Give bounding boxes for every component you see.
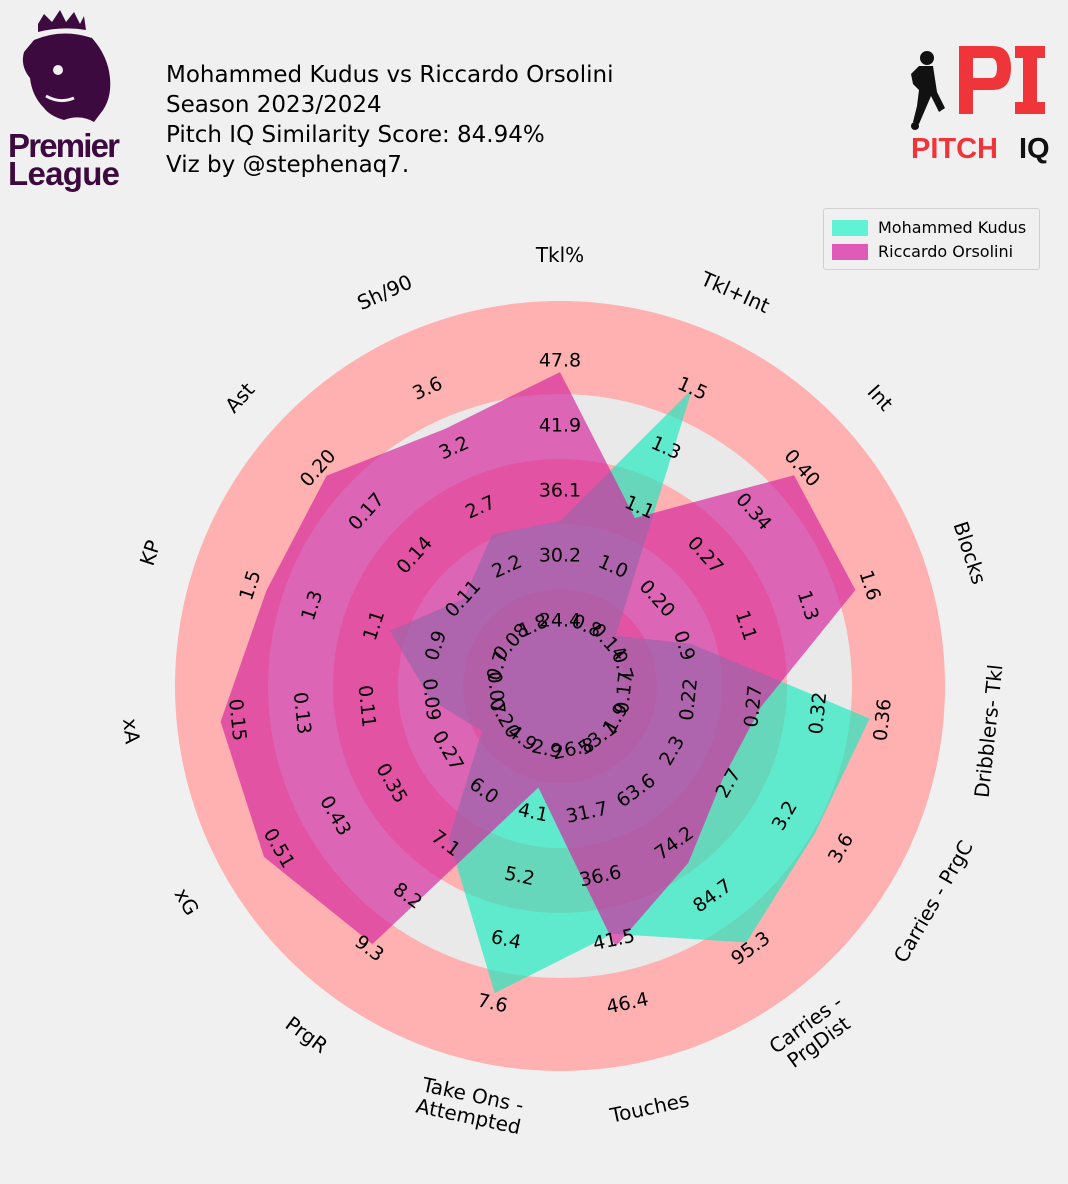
legend-swatch-orsolini (832, 243, 868, 260)
param-label-2: Int (863, 380, 899, 416)
tick-label-11-2: 0.11 (353, 684, 379, 728)
param-label-3: Blocks (949, 518, 992, 587)
param-label-line: Blocks (949, 518, 992, 587)
title-season: Season 2023/2024 (166, 92, 382, 118)
param-label-line: PrgR (281, 1011, 333, 1058)
lion-crest-icon (22, 10, 111, 122)
param-label-line: Sh/90 (354, 270, 416, 315)
tick-label-11-0: 0.07 (483, 671, 509, 715)
premier-league-logo: Premier League (8, 10, 120, 192)
footballer-icon (911, 51, 945, 130)
param-label-line: Ast (220, 378, 259, 418)
tick-label-4-3: 0.32 (805, 691, 831, 735)
param-label-4: Dribblers- Tkl (970, 663, 1008, 799)
param-label-7: Touches (607, 1088, 691, 1128)
param-label-line: Dribblers- Tkl (970, 663, 1008, 799)
param-label-9: PrgR (281, 1011, 333, 1058)
param-label-line: Int (863, 380, 899, 416)
tick-label-11-4: 0.15 (224, 698, 250, 742)
param-label-14: Sh/90 (354, 270, 416, 315)
param-label-line: KP (135, 537, 166, 568)
param-label-line: xA (118, 717, 145, 745)
param-label-13: Ast (220, 378, 259, 418)
chart-header: Mohammed Kudus vs Riccardo Orsolini Seas… (166, 60, 614, 180)
param-label-11: xA (118, 717, 145, 745)
pl-logo-line1: Premier (8, 127, 120, 164)
tick-label-4-4: 0.36 (870, 698, 896, 742)
title-similarity-score: Pitch IQ Similarity Score: 84.94% (166, 122, 545, 148)
tick-label-0-2: 36.1 (539, 480, 581, 502)
tick-label-0-1: 30.2 (539, 545, 581, 567)
param-label-10: xG (169, 884, 203, 920)
radar-series-1 (220, 372, 856, 947)
legend-label-kudus: Mohammed Kudus (878, 218, 1027, 237)
tick-label-11-1: 0.09 (418, 677, 444, 721)
tick-label-11-3: 0.13 (289, 691, 315, 735)
legend-label-orsolini: Riccardo Orsolini (878, 242, 1014, 261)
tick-label-4-0: 0.17 (611, 671, 637, 715)
pitch-iq-logo: PITCH IQ (911, 46, 1050, 165)
tick-label-4-1: 0.22 (676, 677, 702, 721)
param-label-line: xG (169, 884, 203, 920)
legend-swatch-kudus (832, 219, 868, 236)
tick-label-0-0: 24.4 (539, 610, 581, 632)
param-label-0: Tkl% (535, 243, 584, 267)
legend-item-kudus: Mohammed Kudus (832, 218, 1026, 237)
param-label-line: Tkl+Int (696, 266, 773, 318)
param-label-line: Tkl% (535, 243, 584, 267)
pi-monogram (959, 46, 1045, 114)
chart-legend: Mohammed Kudus Riccardo Orsolini (823, 208, 1040, 270)
title-credit: Viz by @stephenaq7. (166, 152, 410, 178)
pitch-iq-word1: PITCH (911, 133, 998, 165)
tick-label-0-4: 47.8 (539, 350, 581, 372)
param-label-8: Take Ons -Attempted (414, 1072, 528, 1139)
title-players: Mohammed Kudus vs Riccardo Orsolini (166, 62, 614, 88)
param-label-line: Touches (607, 1088, 691, 1128)
pitch-iq-word2: IQ (1019, 133, 1050, 165)
param-label-1: Tkl+Int (696, 266, 773, 318)
param-label-12: KP (135, 537, 166, 568)
tick-label-0-3: 41.9 (539, 415, 581, 437)
tick-label-4-2: 0.27 (740, 684, 766, 728)
legend-item-orsolini: Riccardo Orsolini (832, 242, 1013, 261)
pl-logo-line2: League (8, 155, 120, 192)
